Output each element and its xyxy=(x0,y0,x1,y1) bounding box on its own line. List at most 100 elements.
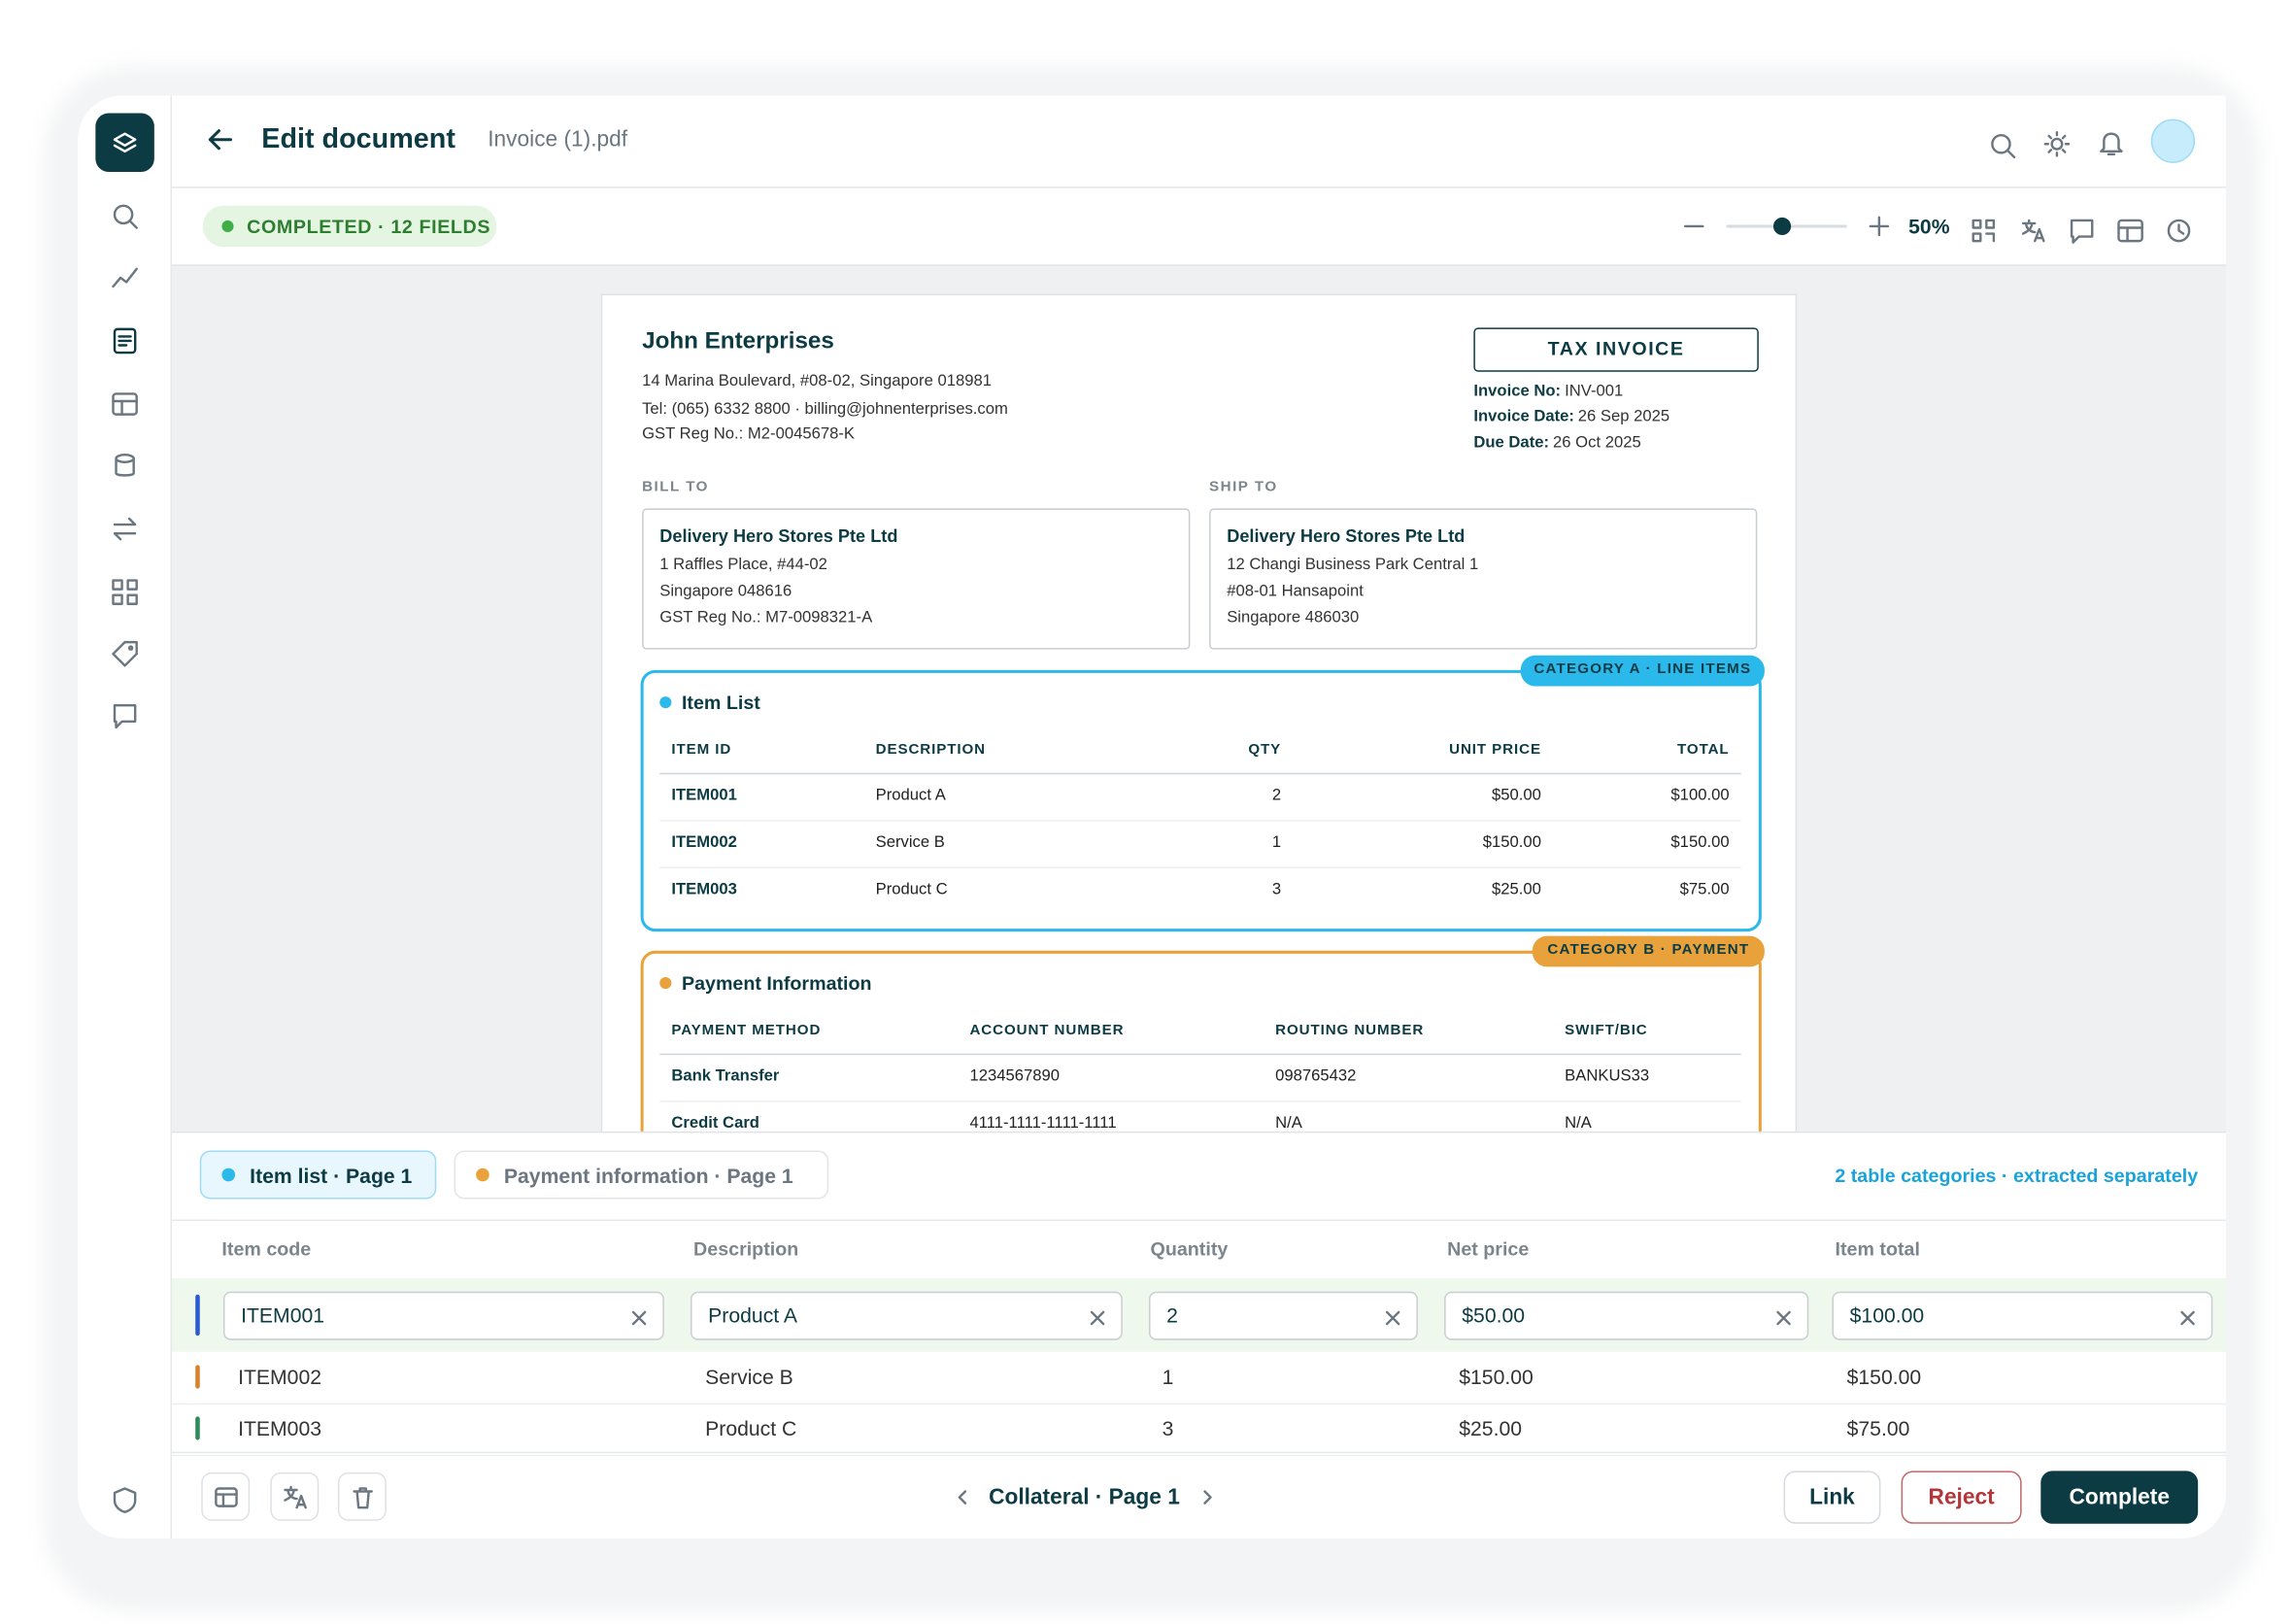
sidebar-icon[interactable] xyxy=(110,578,139,607)
party-line: Singapore 048616 xyxy=(659,582,792,600)
input-box[interactable] xyxy=(1832,1291,2213,1340)
zoom-in[interactable] xyxy=(1866,213,1892,239)
logo-icon xyxy=(110,128,139,157)
column-header: ITEM ID xyxy=(671,741,732,759)
section-title: Payment Information xyxy=(681,971,872,995)
action-button[interactable] xyxy=(2040,1471,2199,1524)
input-box[interactable] xyxy=(691,1291,1123,1340)
party-line: 1 Raffles Place, #44-02 xyxy=(659,556,827,574)
input-value: $50.00 xyxy=(1462,1303,1526,1328)
row-marker xyxy=(195,1365,200,1389)
clear-icon[interactable] xyxy=(2179,1307,2197,1326)
sidebar-icon[interactable] xyxy=(110,326,139,355)
party-name: Delivery Hero Stores Pte Ltd xyxy=(659,525,898,547)
sidebar-icon[interactable] xyxy=(110,514,139,543)
row-rule xyxy=(659,820,1741,822)
cell: Product A xyxy=(875,787,946,805)
cell: ITEM002 xyxy=(671,833,737,852)
cell: 1 xyxy=(1162,1365,1174,1389)
toolbar-icon[interactable] xyxy=(1969,216,1998,245)
company-address: 14 Marina Boulevard, #08-02, Singapore 0… xyxy=(642,372,993,390)
sidebar-icon[interactable] xyxy=(110,701,139,730)
zoom-knob[interactable] xyxy=(1772,217,1792,236)
input-box[interactable] xyxy=(1149,1291,1418,1340)
tool-button[interactable] xyxy=(337,1472,387,1521)
panel-top-rule xyxy=(171,1131,2226,1133)
cell: ITEM003 xyxy=(671,880,737,899)
column-header: QTY xyxy=(1248,741,1282,759)
back-arrow[interactable] xyxy=(206,125,235,154)
tab-dot xyxy=(476,1167,489,1182)
header-divider xyxy=(171,186,2226,188)
action-button[interactable] xyxy=(1901,1471,2022,1524)
cell: $25.00 xyxy=(1459,1416,1523,1440)
input-box[interactable] xyxy=(222,1291,664,1340)
clear-icon[interactable] xyxy=(1089,1307,1106,1326)
toolbar-icon[interactable] xyxy=(2068,216,2097,245)
cell: Product C xyxy=(875,880,948,899)
meta-label: Invoice No: xyxy=(1473,383,1562,401)
tab[interactable] xyxy=(454,1150,829,1200)
bell-icon[interactable] xyxy=(2097,128,2126,157)
toolbar-icon[interactable] xyxy=(2164,216,2193,245)
cell: N/A xyxy=(1565,1114,1592,1132)
cell: BANKUS33 xyxy=(1565,1067,1650,1086)
clear-icon[interactable] xyxy=(1384,1307,1401,1326)
shield-icon[interactable] xyxy=(110,1485,139,1514)
input-box[interactable] xyxy=(1444,1291,1809,1340)
column-header: ACCOUNT NUMBER xyxy=(969,1022,1125,1039)
table-header: Quantity xyxy=(1150,1237,1229,1261)
company-name: John Enterprises xyxy=(642,328,834,355)
column-header: TOTAL xyxy=(1677,741,1730,759)
row-marker xyxy=(195,1294,200,1336)
tool-button[interactable] xyxy=(270,1472,320,1521)
avatar[interactable] xyxy=(2150,118,2196,163)
action-button[interactable] xyxy=(1783,1471,1881,1524)
cell: 1 xyxy=(1271,833,1282,852)
cell: $150.00 xyxy=(1459,1365,1534,1389)
tab-label: Payment information · Page 1 xyxy=(503,1164,793,1188)
input-value: Product A xyxy=(708,1303,798,1328)
sidebar-icon[interactable] xyxy=(110,201,139,230)
section-box xyxy=(640,950,1762,1132)
cell: Credit Card xyxy=(671,1114,759,1132)
search-icon[interactable] xyxy=(1988,131,2017,160)
theme-icon[interactable] xyxy=(2042,129,2072,158)
status-dot xyxy=(221,220,234,233)
sidebar-icon[interactable] xyxy=(110,263,139,292)
doc-type-box xyxy=(1473,327,1759,372)
input-value: $100.00 xyxy=(1849,1303,1925,1328)
cell: Service B xyxy=(875,833,945,852)
section-badge-text: CATEGORY A · LINE ITEMS xyxy=(1534,660,1752,678)
cell: $25.00 xyxy=(1492,880,1541,899)
tab-dot xyxy=(221,1167,236,1182)
company-address: GST Reg No.: M2-0045678-K xyxy=(642,424,856,444)
prev-page[interactable] xyxy=(952,1487,972,1507)
sidebar-icon[interactable] xyxy=(110,451,139,480)
row-rule xyxy=(659,866,1741,869)
sidebar-icon[interactable] xyxy=(110,639,139,668)
meta-label: Due Date: xyxy=(1473,434,1550,453)
meta-label: Invoice Date: xyxy=(1473,407,1574,425)
sidebar-icon[interactable] xyxy=(110,389,139,419)
tab-label: Item list · Page 1 xyxy=(250,1164,413,1188)
party-line: Singapore 486030 xyxy=(1227,609,1360,627)
cell: 1234567890 xyxy=(969,1067,1061,1086)
tool-button[interactable] xyxy=(201,1472,251,1521)
zoom-level: 50% xyxy=(1908,214,1950,239)
toolbar-icon[interactable] xyxy=(2115,216,2144,245)
zoom-out[interactable] xyxy=(1681,213,1707,239)
clear-icon[interactable] xyxy=(630,1307,648,1326)
tab[interactable] xyxy=(199,1150,437,1200)
cell: $150.00 xyxy=(1846,1365,1922,1389)
toolbar-icon[interactable] xyxy=(2019,216,2048,245)
cell: $150.00 xyxy=(1670,833,1730,852)
cell: $150.00 xyxy=(1482,833,1541,852)
next-page[interactable] xyxy=(1197,1487,1218,1507)
tool-icon xyxy=(212,1482,241,1511)
section-title: Item List xyxy=(681,691,760,714)
cell: $100.00 xyxy=(1670,787,1730,805)
status-pill: COMPLETED · 12 FIELDS xyxy=(202,205,497,248)
panel-rule xyxy=(171,1219,2226,1222)
clear-icon[interactable] xyxy=(1774,1307,1792,1326)
